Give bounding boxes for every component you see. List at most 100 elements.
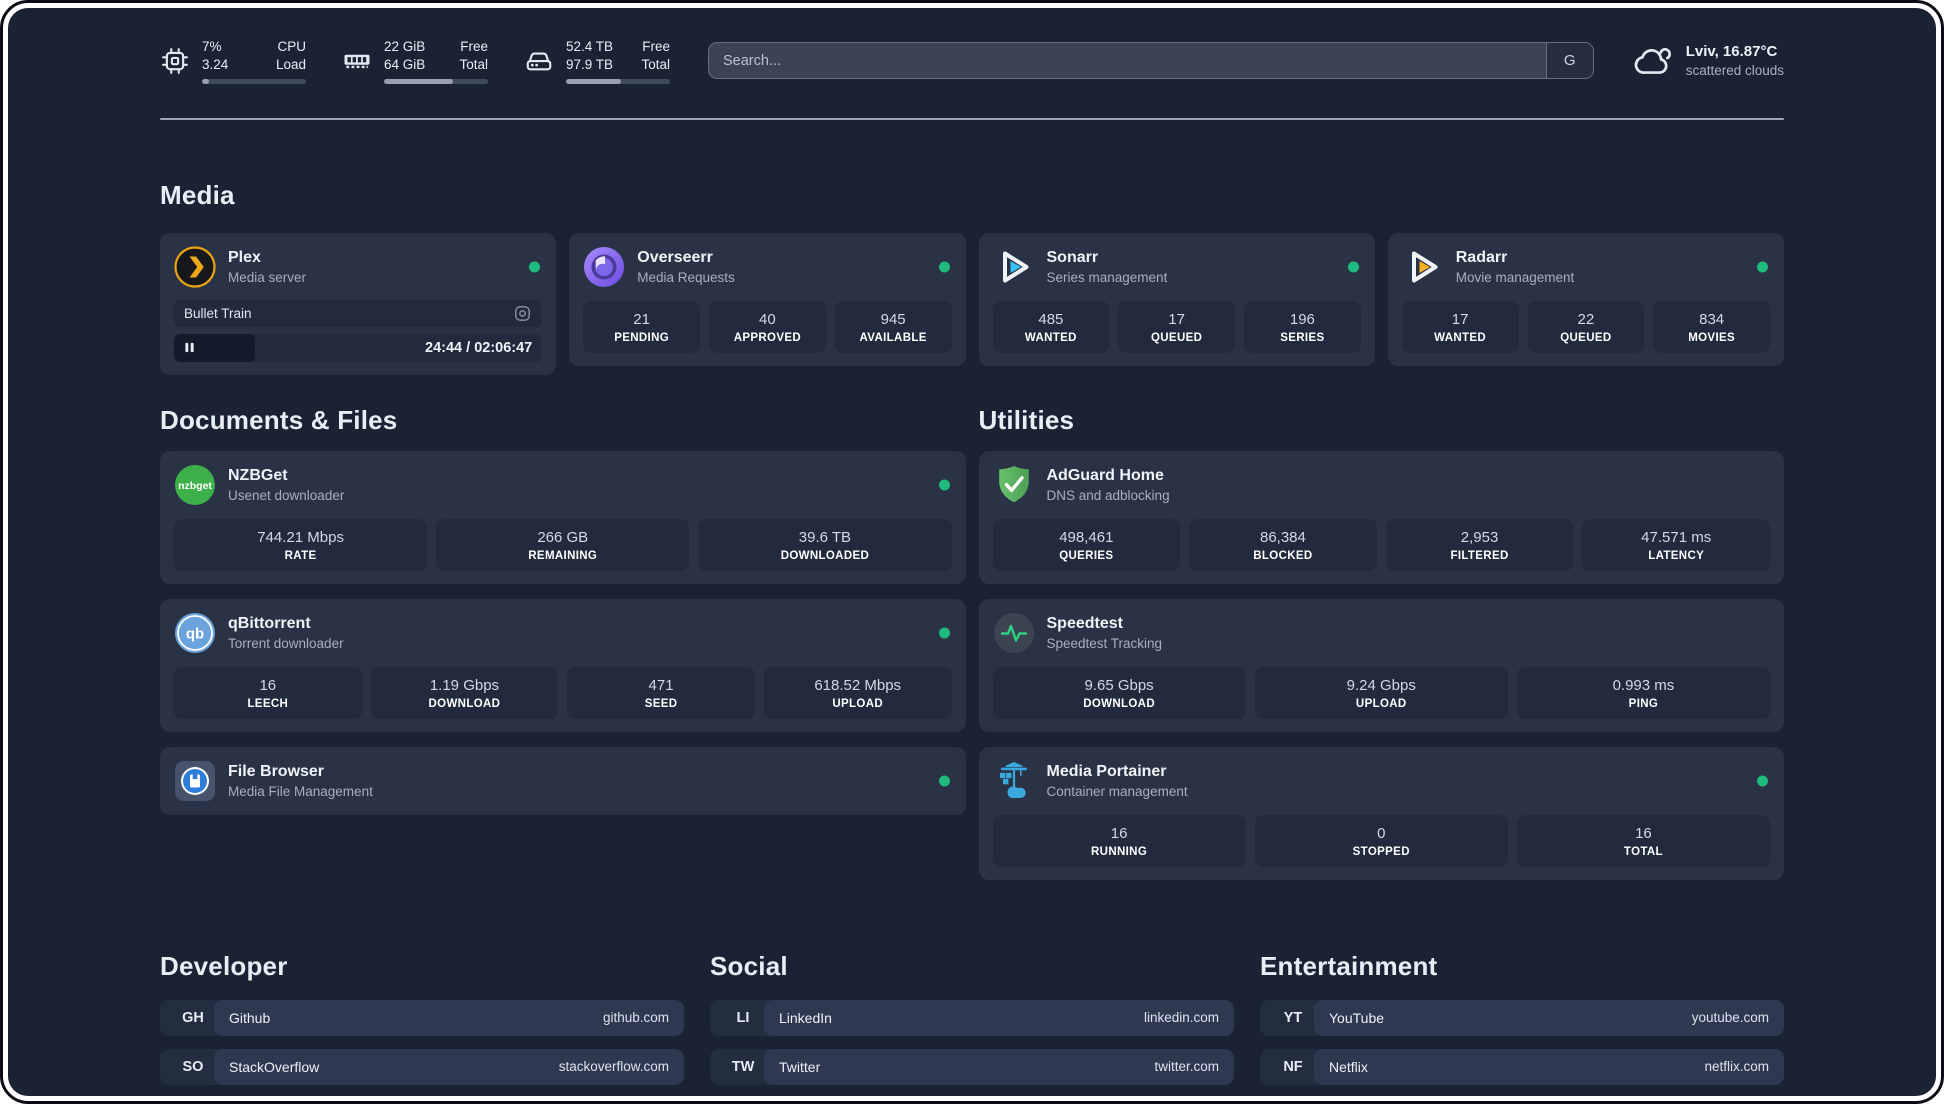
service-stats: 744.21 Mbps RATE 266 GB REMAINING 39.6 TB DOW… — [174, 518, 952, 571]
service-card-plex[interactable]: Plex Media server Bullet Train 24:44 / 02:0… — [160, 232, 557, 375]
service-description: Media server — [228, 270, 307, 286]
stat-value: 40 — [759, 310, 776, 328]
stat-label: BLOCKED — [1253, 549, 1313, 562]
group-title-developer: Developer — [160, 950, 288, 981]
stat-label: LEECH — [247, 697, 289, 710]
status-dot — [938, 479, 950, 491]
service-name: qBittorrent — [228, 615, 311, 633]
service-name: Plex — [228, 249, 261, 267]
group-title-utilities: Utilities — [978, 404, 1075, 435]
service-card-overseerr[interactable]: Overseerr Media Requests 21 PENDING 40 APPROV… — [569, 232, 966, 366]
now-playing-row: Bullet Train — [174, 299, 543, 327]
stat-label: WANTED — [1024, 331, 1077, 344]
stat-label: SEED — [644, 697, 678, 710]
column-utilities: Utilities AdGuard Home DNS and adblocking 4… — [978, 404, 1784, 895]
service-card-media-portainer[interactable]: Media Portainer Container management 16 RUN… — [978, 746, 1784, 880]
stat-label: FILTERED — [1450, 549, 1509, 562]
stat-value: 47.571 ms — [1641, 528, 1712, 546]
stat-value: 498,461 — [1059, 528, 1114, 546]
service-card-sonarr[interactable]: Sonarr Series management 485 WANTED 17 QUEUED… — [978, 232, 1375, 366]
bookmark-name: Netflix — [1329, 1058, 1368, 1075]
bookmark-linkedin[interactable]: LI LinkedIn linkedin.com — [710, 999, 1234, 1036]
service-stats: 498,461 QUERIES 86,384 BLOCKED 2,953 FILTERED… — [992, 518, 1770, 571]
resource-widgets: 7% 3.24 CPU Load 22 GiB 64 GiB Free Total 52.4 T… — [160, 38, 670, 84]
bookmark-github[interactable]: GH Github github.com — [160, 999, 684, 1036]
usage-bar-fill — [566, 79, 622, 84]
service-text: Media Portainer Container management — [1047, 762, 1188, 799]
bookmark-domain: github.com — [602, 1010, 669, 1026]
bookmark-body: Github github.com — [214, 999, 684, 1036]
service-card-qbittorrent[interactable]: qb qBittorrent Torrent downloader 16 LEECH 1.… — [160, 598, 966, 732]
stat-approved: 40 APPROVED — [709, 300, 826, 353]
stat-value: 618.52 Mbps — [814, 676, 902, 694]
search-provider-button[interactable]: G — [1545, 43, 1593, 79]
resource-labels: Free Total — [459, 38, 488, 74]
stat-movies: 834 MOVIES — [1653, 300, 1770, 353]
service-text: File Browser Media File Management — [228, 762, 373, 799]
stat-wanted: 485 WANTED — [992, 300, 1110, 353]
service-card-adguard-home[interactable]: AdGuard Home DNS and adblocking 498,461 QUE… — [978, 450, 1784, 584]
service-card-speedtest[interactable]: Speedtest Speedtest Tracking 9.65 Gbps DOWN… — [978, 598, 1784, 732]
service-header: qb qBittorrent Torrent downloader — [174, 612, 952, 654]
stat-label: SERIES — [1280, 331, 1325, 344]
stat-running: 16 RUNNING — [992, 814, 1246, 867]
stat-value: 485 — [1038, 310, 1064, 328]
stat-label: REMAINING — [528, 549, 598, 562]
weather-condition: scattered clouds — [1685, 62, 1784, 78]
service-header: Plex Media server — [174, 246, 542, 288]
service-stats: 9.65 Gbps DOWNLOAD 9.24 Gbps UPLOAD 0.993 ms… — [992, 666, 1771, 719]
stat-label: UPLOAD — [1355, 697, 1407, 710]
service-card-file-browser[interactable]: File Browser Media File Management — [160, 746, 966, 815]
service-description: Usenet downloader — [228, 488, 345, 504]
bookmark-group-developer: Developer GH Github github.com SO StackOverfl… — [160, 951, 684, 1096]
stat-rate: 744.21 Mbps RATE — [174, 518, 428, 571]
playback-progress-bar: 24:44 / 02:06:47 — [174, 333, 543, 362]
portainer-icon — [993, 760, 1035, 802]
service-stats: 17 WANTED 22 QUEUED 834 MOVIES — [1401, 300, 1770, 353]
bookmark-stackoverflow[interactable]: SO StackOverflow stackoverflow.com — [160, 1048, 684, 1085]
bookmark-name: LinkedIn — [779, 1009, 832, 1026]
stat-queued: 17 QUEUED — [1118, 300, 1235, 353]
stat-value: 945 — [880, 310, 906, 328]
service-description: Speedtest Tracking — [1046, 636, 1163, 652]
resource-labels: CPU Load — [276, 38, 306, 74]
service-header: AdGuard Home DNS and adblocking — [993, 464, 1771, 506]
resource-readout: 22 GiB 64 GiB Free Total — [384, 38, 488, 84]
status-dot — [938, 627, 950, 639]
service-text: AdGuard Home DNS and adblocking — [1047, 466, 1170, 503]
service-card-nzbget[interactable]: nzbget NZBGet Usenet downloader 744.21 Mbps… — [160, 450, 966, 584]
middle-columns: Documents & Files nzbget NZBGet Usenet down… — [160, 405, 1784, 895]
service-text: qBittorrent Torrent downloader — [228, 614, 344, 651]
stat-value: 2,953 — [1460, 528, 1499, 546]
dashboard-content: 7% 3.24 CPU Load 22 GiB 64 GiB Free Total 52.4 T… — [8, 8, 1936, 1096]
speedtest-icon — [993, 612, 1035, 654]
stat-label: RUNNING — [1091, 845, 1148, 858]
status-dot — [938, 261, 950, 273]
stat-wanted: 17 WANTED — [1401, 300, 1519, 353]
stat-value: 16 — [1110, 824, 1128, 842]
service-header: Overseerr Media Requests — [583, 246, 951, 288]
bookmark-name: StackOverflow — [229, 1058, 320, 1075]
stat-value: 0 — [1377, 824, 1386, 842]
stat-series: 196 SERIES — [1244, 300, 1361, 353]
resource-cpu: 7% 3.24 CPU Load — [160, 38, 306, 84]
service-description: DNS and adblocking — [1046, 488, 1170, 504]
bookmark-netflix[interactable]: NF Netflix netflix.com — [1260, 1048, 1784, 1085]
service-card-radarr[interactable]: Radarr Movie management 17 WANTED 22 QUEUED 83… — [1387, 232, 1784, 366]
service-name: Media Portainer — [1046, 763, 1167, 781]
resource-readout: 52.4 TB 97.9 TB Free Total — [566, 38, 670, 84]
stat-label: QUEUED — [1150, 331, 1203, 344]
status-dot — [1757, 261, 1768, 273]
stat-label: MOVIES — [1688, 331, 1736, 344]
search-bar[interactable]: G — [708, 42, 1594, 80]
bookmark-twitter[interactable]: TW Twitter twitter.com — [710, 1048, 1234, 1085]
stat-blocked: 86,384 BLOCKED — [1189, 518, 1377, 571]
bookmark-name: YouTube — [1329, 1009, 1385, 1026]
bookmark-youtube[interactable]: YT YouTube youtube.com — [1260, 999, 1784, 1036]
stat-value: 86,384 — [1259, 528, 1306, 546]
search-input[interactable] — [709, 43, 1546, 79]
resource-value: 22 GiB — [384, 39, 426, 54]
stat-value: 21 — [633, 310, 650, 328]
resource-label: Load — [275, 57, 306, 73]
sonarr-icon — [993, 246, 1035, 288]
